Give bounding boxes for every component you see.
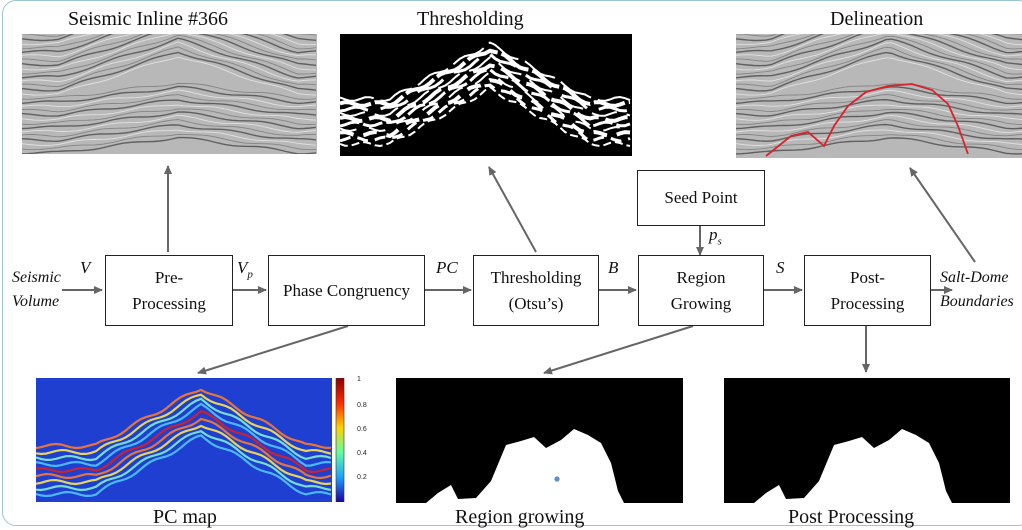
pc-colorbar bbox=[334, 378, 356, 502]
preprocessing-block: Pre- Processing bbox=[105, 255, 233, 326]
title-pc-map: PC map bbox=[153, 506, 217, 528]
title-region-growing: Region growing bbox=[455, 506, 585, 528]
title-seismic-inline: Seismic Inline #366 bbox=[68, 8, 228, 30]
output-label-1: Salt-Dome bbox=[940, 269, 1009, 286]
thresholding-label-1: Thresholding bbox=[490, 267, 582, 287]
colorbar-tick: 0.2 bbox=[357, 474, 367, 481]
title-thresholding: Thresholding bbox=[417, 8, 524, 30]
input-label: Seismic Volume bbox=[12, 266, 61, 314]
output-label: Salt-Dome Boundaries bbox=[940, 266, 1014, 314]
post-processing-label-2: Processing bbox=[830, 293, 905, 313]
signal-ps-sub: s bbox=[717, 235, 722, 248]
signal-pc: PC bbox=[436, 258, 458, 277]
seed-point-label: Seed Point bbox=[664, 188, 738, 207]
pc-map-image bbox=[36, 378, 332, 502]
title-post-processing: Post Processing bbox=[788, 506, 915, 528]
thresholding-block: Thresholding (Otsu’s) bbox=[473, 255, 599, 326]
input-label-2: Volume bbox=[12, 293, 60, 310]
thresholding-image bbox=[340, 34, 632, 156]
phase-congruency-label: Phase Congruency bbox=[282, 280, 410, 300]
preprocessing-label-2: Processing bbox=[132, 293, 206, 313]
title-delineation: Delineation bbox=[830, 8, 924, 30]
colorbar-tick: 0.8 bbox=[357, 402, 367, 409]
colorbar-tick: 0.6 bbox=[357, 426, 367, 433]
post-processing-image bbox=[724, 378, 1010, 503]
thresholding-label-2: (Otsu’s) bbox=[508, 293, 564, 313]
region-growing-image bbox=[396, 378, 683, 503]
signal-v: V bbox=[80, 258, 91, 277]
seismic-inline-image bbox=[22, 34, 317, 154]
signal-ps-main: p bbox=[709, 225, 718, 244]
colorbar-tick: 1 bbox=[357, 376, 361, 383]
phase-congruency-block: Phase Congruency bbox=[268, 255, 425, 326]
region-growing-label-2: Growing bbox=[670, 293, 732, 313]
seed-point-block: Seed Point bbox=[637, 170, 765, 226]
input-label-1: Seismic bbox=[12, 269, 61, 286]
signal-vp-sub: p bbox=[247, 268, 253, 281]
signal-ps: ps bbox=[709, 225, 722, 247]
delineation-image bbox=[736, 34, 1022, 158]
colorbar-tick: 0.4 bbox=[357, 450, 367, 457]
region-growing-block: Region Growing bbox=[638, 255, 764, 326]
colorbar-ticks: 1 0.8 0.6 0.4 0.2 bbox=[357, 376, 377, 504]
output-label-2: Boundaries bbox=[940, 293, 1014, 310]
post-processing-label-1: Post- bbox=[850, 267, 885, 287]
signal-b: B bbox=[608, 258, 619, 277]
preprocessing-label-1: Pre- bbox=[154, 267, 184, 287]
post-processing-block: Post- Processing bbox=[804, 255, 931, 326]
region-growing-label-1: Region bbox=[676, 267, 726, 287]
signal-s: S bbox=[776, 258, 785, 277]
signal-vp-main: V bbox=[237, 258, 248, 277]
signal-vp: Vp bbox=[237, 258, 253, 280]
